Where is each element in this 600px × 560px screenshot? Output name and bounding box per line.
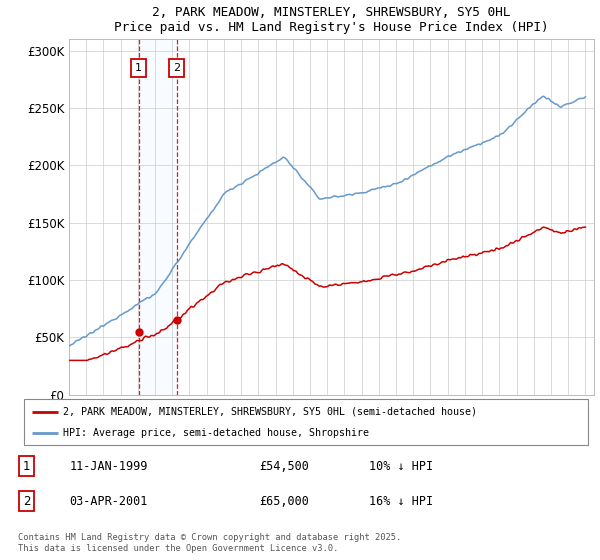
Text: 1: 1 <box>23 460 30 473</box>
Text: 2, PARK MEADOW, MINSTERLEY, SHREWSBURY, SY5 0HL (semi-detached house): 2, PARK MEADOW, MINSTERLEY, SHREWSBURY, … <box>64 407 478 417</box>
Text: 10% ↓ HPI: 10% ↓ HPI <box>369 460 433 473</box>
Title: 2, PARK MEADOW, MINSTERLEY, SHREWSBURY, SY5 0HL
Price paid vs. HM Land Registry': 2, PARK MEADOW, MINSTERLEY, SHREWSBURY, … <box>114 6 549 34</box>
Text: £65,000: £65,000 <box>260 494 310 508</box>
Text: 2: 2 <box>23 494 30 508</box>
Text: Contains HM Land Registry data © Crown copyright and database right 2025.
This d: Contains HM Land Registry data © Crown c… <box>18 533 401 553</box>
Text: 03-APR-2001: 03-APR-2001 <box>70 494 148 508</box>
Text: £54,500: £54,500 <box>260 460 310 473</box>
Text: HPI: Average price, semi-detached house, Shropshire: HPI: Average price, semi-detached house,… <box>64 428 370 438</box>
Text: 16% ↓ HPI: 16% ↓ HPI <box>369 494 433 508</box>
Text: 2: 2 <box>173 63 180 73</box>
Text: 1: 1 <box>135 63 142 73</box>
Text: 11-JAN-1999: 11-JAN-1999 <box>70 460 148 473</box>
Bar <box>139 39 176 395</box>
